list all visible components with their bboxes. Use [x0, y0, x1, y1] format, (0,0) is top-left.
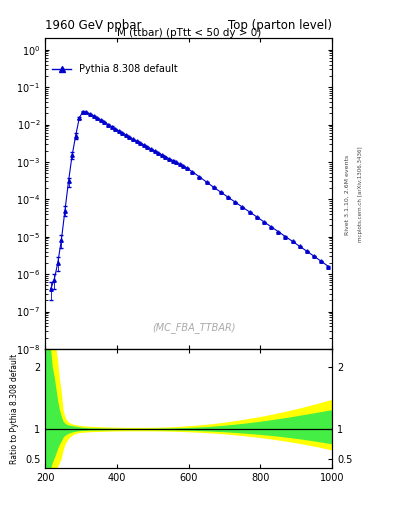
Text: Top (parton level): Top (parton level) — [228, 19, 332, 32]
Text: 1960 GeV ppbar: 1960 GeV ppbar — [45, 19, 142, 32]
Title: M (ttbar) (pTtt < 50 dy > 0): M (ttbar) (pTtt < 50 dy > 0) — [116, 28, 261, 37]
Legend: Pythia 8.308 default: Pythia 8.308 default — [48, 60, 182, 78]
Y-axis label: Ratio to Pythia 8.308 default: Ratio to Pythia 8.308 default — [10, 354, 19, 464]
Text: (MC_FBA_TTBAR): (MC_FBA_TTBAR) — [152, 323, 236, 333]
Text: mcplots.cern.ch [arXiv:1306.3436]: mcplots.cern.ch [arXiv:1306.3436] — [358, 147, 363, 242]
Text: Rivet 3.1.10, 2.6M events: Rivet 3.1.10, 2.6M events — [345, 155, 350, 234]
